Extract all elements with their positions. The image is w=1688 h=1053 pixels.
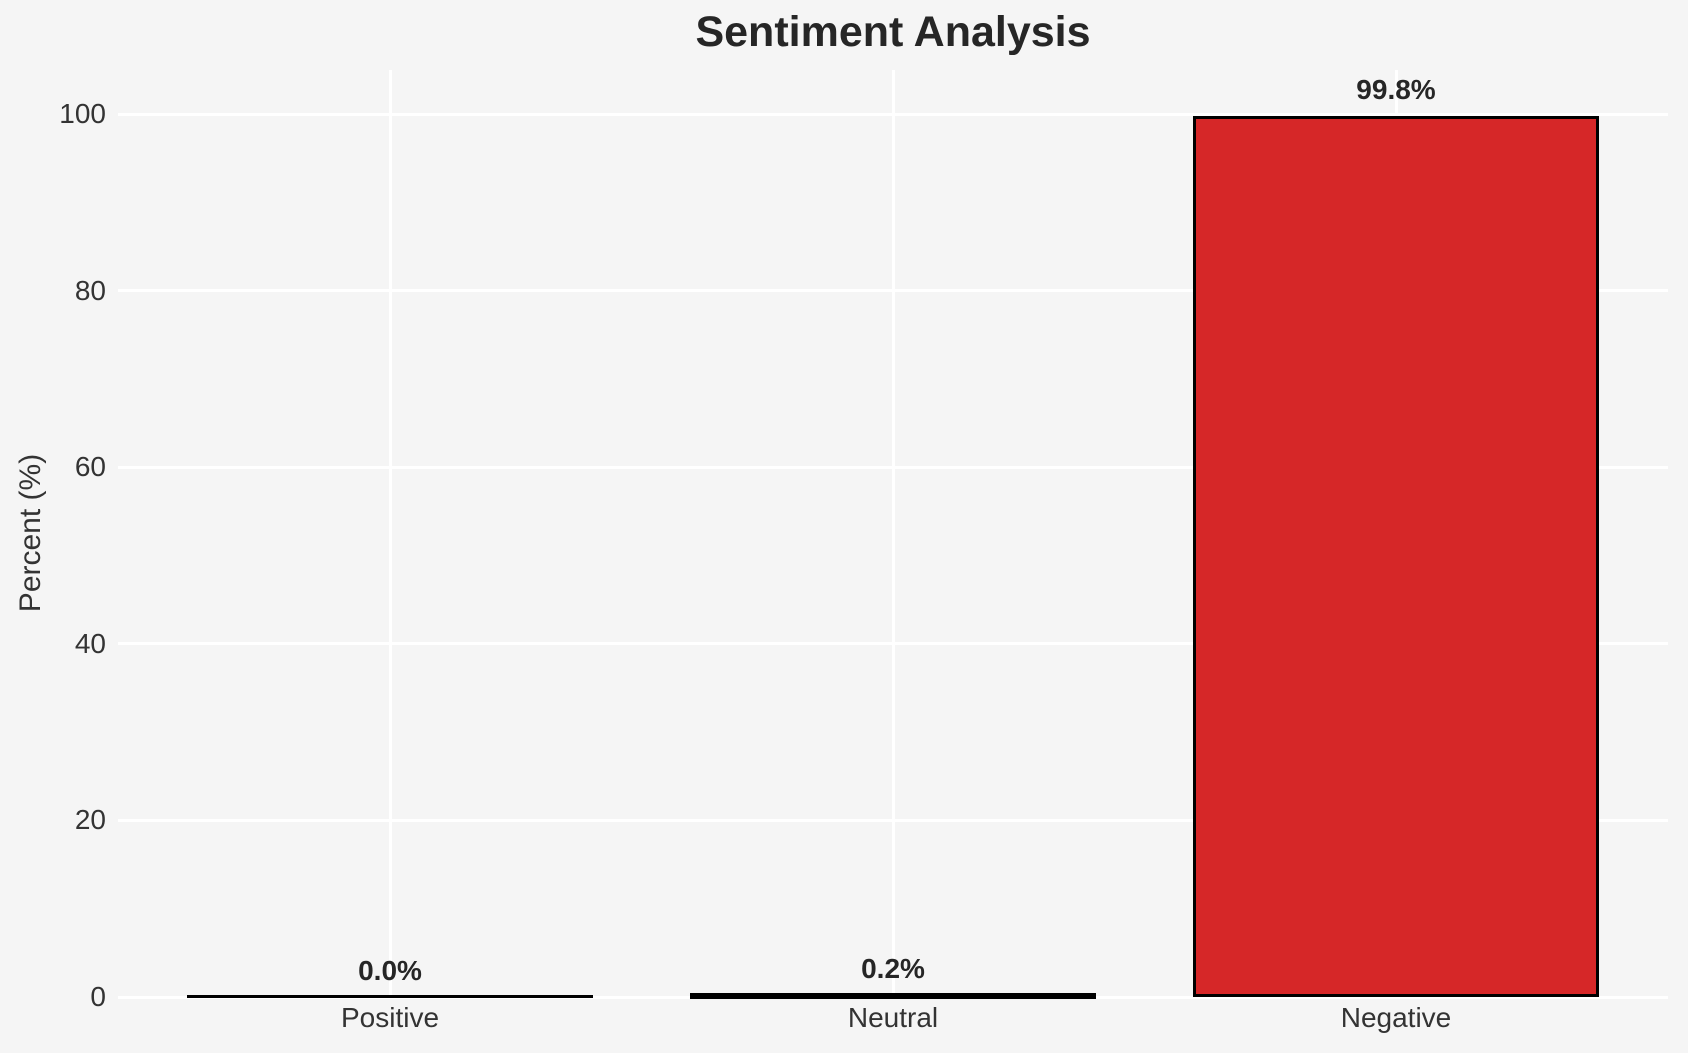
y-tick-label-80: 80 bbox=[74, 274, 106, 306]
bar-positive bbox=[187, 995, 593, 998]
bar-value-label-neutral: 0.2% bbox=[861, 953, 925, 985]
y-tick-label-0: 0 bbox=[90, 981, 106, 1012]
x-tick-label-positive: Positive bbox=[340, 1002, 440, 1033]
bar-value-label-positive: 0.0% bbox=[358, 955, 422, 986]
y-tick-label-40: 40 bbox=[74, 627, 106, 659]
y-tick-label-20: 20 bbox=[74, 804, 106, 836]
x-gridline-neutral bbox=[891, 70, 895, 997]
x-tick-label-negative: Negative bbox=[1340, 1002, 1452, 1033]
x-gridline-positive bbox=[388, 70, 392, 997]
y-tick-label-100: 100 bbox=[59, 98, 106, 130]
chart-title: Sentiment Analysis bbox=[695, 8, 1091, 56]
x-tick-label-neutral: Neutral bbox=[847, 1002, 939, 1033]
bar-value-label-negative: 99.8% bbox=[1356, 73, 1436, 105]
bar-negative bbox=[1193, 116, 1599, 997]
bar-neutral bbox=[690, 993, 1096, 999]
plot-area: 0.0% 0.2% 99.8% bbox=[118, 70, 1668, 999]
y-tick-label-60: 60 bbox=[74, 451, 106, 483]
